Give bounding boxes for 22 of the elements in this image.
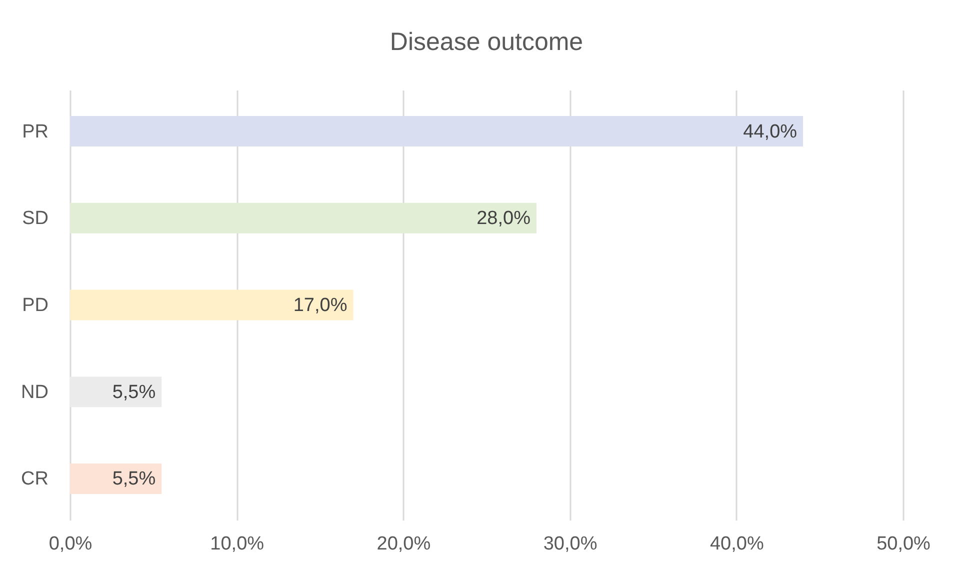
data-label: 17,0%: [293, 295, 348, 316]
bar: [70, 464, 162, 494]
data-label: 5,5%: [112, 382, 156, 403]
bar: [70, 116, 804, 146]
x-tick-label: 30,0%: [543, 534, 598, 554]
bar: [70, 202, 536, 234]
y-tick-label: SD: [22, 208, 48, 230]
data-label: 44,0%: [743, 121, 798, 142]
x-tick-label: 40,0%: [710, 534, 764, 554]
x-tick-label: 0,0%: [48, 534, 92, 554]
y-tick-label: PD: [22, 295, 48, 316]
x-tick-label: 10,0%: [210, 534, 264, 554]
x-tick-label: 50,0%: [876, 534, 931, 554]
y-tick-label: ND: [21, 382, 48, 403]
data-label: 5,5%: [112, 468, 156, 490]
y-tick-label: CR: [21, 468, 48, 490]
data-label: 28,0%: [476, 208, 531, 230]
y-tick-label: PR: [22, 121, 48, 142]
bar: [70, 376, 162, 408]
chart-title: Disease outcome: [390, 28, 584, 56]
x-tick-label: 20,0%: [376, 534, 431, 554]
bar: [70, 290, 354, 320]
